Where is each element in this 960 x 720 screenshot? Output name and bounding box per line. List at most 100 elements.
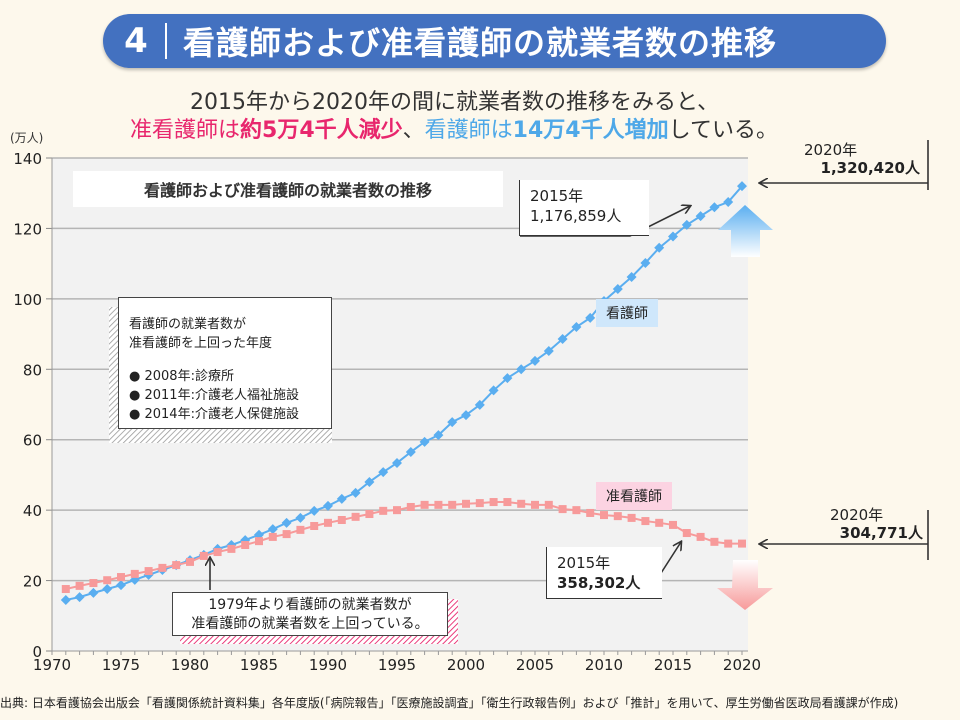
assistant-2015-callout: 2015年 358,302人 xyxy=(546,547,662,599)
assistant-point xyxy=(324,518,332,527)
assistant-point xyxy=(144,567,153,576)
lead-part-4: 14万4千人増加 xyxy=(512,118,669,143)
nurse-point xyxy=(350,487,361,498)
assistant-2020-value: 304,771人 xyxy=(839,524,923,542)
nurse-point xyxy=(516,364,527,375)
assistant-point xyxy=(337,516,346,525)
x-tick-label: 1970 xyxy=(33,656,71,674)
lead-part-1: 約5万4千人減少 xyxy=(240,118,403,143)
nurse-point xyxy=(74,592,85,603)
x-tick-label: 1995 xyxy=(378,656,416,674)
nurse-point xyxy=(323,500,333,511)
x-tick-label: 1985 xyxy=(240,656,278,674)
bullet-icon: ● xyxy=(129,369,145,384)
nurse-point xyxy=(461,410,471,421)
x-tick-label: 2010 xyxy=(585,656,623,674)
y-tick-label: 40 xyxy=(23,502,42,520)
y-tick-label: 100 xyxy=(13,291,42,309)
y-tick-label: 20 xyxy=(23,573,42,591)
since-1979-box: 1979年より看護師の就業者数が 准看護師の就業者数を上回っている。 xyxy=(172,592,448,636)
lead-part-0: 准看護師は xyxy=(130,118,241,143)
x-tick-label: 1975 xyxy=(102,656,140,674)
bullet-icon: ● xyxy=(129,407,145,422)
page-title: 看護師および准看護師の就業者数の推移 xyxy=(183,24,778,62)
nurse-point xyxy=(281,517,292,528)
assistant-point xyxy=(213,548,222,557)
nurse-point xyxy=(336,493,347,504)
y-axis-unit: (万人) xyxy=(10,131,44,145)
assistant-point xyxy=(696,532,705,541)
nurse-point xyxy=(585,312,596,323)
assistant-point xyxy=(172,561,181,570)
assistant-point xyxy=(296,525,305,534)
section-number: 4 xyxy=(124,21,148,61)
series-label-nurse: 看護師 xyxy=(596,299,658,327)
assistant-point xyxy=(75,581,84,590)
nurse-point xyxy=(447,417,458,428)
assistant-point xyxy=(669,520,677,529)
assistant-point xyxy=(586,508,595,517)
nurse-point xyxy=(267,524,278,535)
nurse-point xyxy=(433,430,444,441)
lead-part-5: している。 xyxy=(668,118,778,143)
assistant-point xyxy=(420,500,429,509)
assistant-point xyxy=(655,518,664,527)
assistant-point xyxy=(130,569,139,578)
nurse-point xyxy=(571,322,582,333)
nurse-point xyxy=(626,272,637,283)
y-tick-label: 140 xyxy=(13,150,42,168)
y-tick-label: 60 xyxy=(23,432,42,450)
nurse-point xyxy=(364,476,375,487)
x-tick-label: 1990 xyxy=(309,656,347,674)
assistant-point xyxy=(393,506,401,515)
nurse-point xyxy=(723,197,734,208)
assistant-point xyxy=(489,498,498,507)
assistant-point xyxy=(641,517,650,526)
nurse-point xyxy=(530,355,540,366)
y-tick-label: 120 xyxy=(13,220,42,238)
assistant-point xyxy=(558,505,567,514)
nurse-point xyxy=(681,219,692,230)
increase-arrow-icon xyxy=(718,205,773,257)
assistant-point xyxy=(682,529,691,538)
assistant-point xyxy=(710,537,719,546)
lead-part-3: 看護師は xyxy=(424,118,513,143)
chart-title: 看護師および准看護師の就業者数の推移 xyxy=(73,171,503,207)
bullet-icon: ● xyxy=(129,388,145,403)
crossover-info-box: 看護師の就業者数が 准看護師を上回った年度 ● 2008年:診療所 ● 2011… xyxy=(118,297,332,429)
nurse-2015-callout: 2015年 1,176,859人 xyxy=(519,180,649,236)
nurse-point xyxy=(612,283,623,294)
nurse-point xyxy=(474,399,485,410)
nurse-point xyxy=(88,587,99,598)
crossover-item: ● 2011年:介護老人福祉施設 xyxy=(129,388,299,403)
assistant-point xyxy=(255,537,263,546)
assistant-point xyxy=(379,506,388,515)
assistant-point xyxy=(89,579,98,588)
assistant-2020-year: 2020年 xyxy=(830,506,884,524)
assistant-2020-label: 2020年 304,771人 xyxy=(800,506,923,542)
assistant-point xyxy=(310,521,319,530)
nurse-point xyxy=(60,594,71,605)
assistant-point xyxy=(462,499,470,508)
nurse-point xyxy=(502,373,513,384)
assistant-point xyxy=(158,563,167,572)
nurse-point xyxy=(737,181,747,192)
nurse-point xyxy=(295,512,306,523)
source-footer: 出典: 日本看護協会出版会「看護関係統計資料集」各年度版(「病院報告」「医療施設… xyxy=(0,696,899,710)
nurse-2020-value: 1,320,420人 xyxy=(820,159,920,177)
x-tick-label: 2005 xyxy=(516,656,554,674)
assistant-point xyxy=(351,512,360,521)
title-bar: 4 看護師および准看護師の就業者数の推移 xyxy=(103,14,886,68)
x-tick-label: 2000 xyxy=(447,656,485,674)
nurse-point xyxy=(709,202,720,213)
crossover-item: ● 2014年:介護老人保健施設 xyxy=(129,407,299,422)
assistant-point xyxy=(117,573,125,582)
assistant-point xyxy=(268,532,277,541)
nurse-point xyxy=(102,584,113,595)
nurse-point xyxy=(543,345,554,356)
series-label-assistant: 准看護師 xyxy=(596,482,672,510)
assistant-point xyxy=(724,539,733,548)
assistant-point xyxy=(241,541,250,550)
nurse-point xyxy=(378,467,389,478)
assistant-point xyxy=(544,500,553,509)
